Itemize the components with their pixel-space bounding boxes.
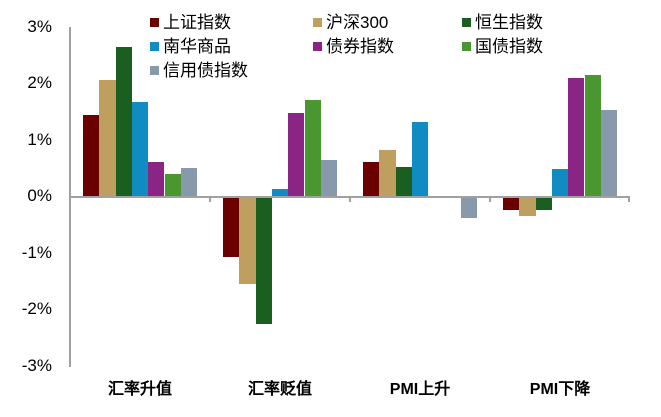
x-tick: [349, 196, 351, 202]
bar: [164, 173, 181, 197]
bar: [83, 115, 100, 197]
legend-item: 南华商品: [150, 37, 231, 57]
legend-swatch: [150, 42, 159, 51]
legend-swatch: [313, 42, 322, 51]
bar: [223, 197, 240, 257]
bar: [584, 74, 601, 197]
y-tick-label: -2%: [21, 299, 52, 318]
bar: [551, 169, 569, 197]
bar: [115, 47, 132, 197]
y-tick-label: 0%: [27, 186, 52, 205]
x-tick: [209, 196, 211, 202]
bar: [363, 161, 380, 197]
bar: [460, 197, 478, 219]
legend-item: 国债指数: [462, 37, 543, 57]
bar: [271, 188, 289, 197]
y-tick-label: 3%: [27, 17, 52, 36]
bar: [239, 197, 256, 284]
bar: [568, 78, 585, 197]
bar: [320, 159, 338, 197]
legend-item: 恒生指数: [462, 13, 543, 33]
category-label: 汇率升值: [107, 381, 172, 398]
category-label: PMI上升: [389, 381, 451, 398]
bar: [503, 197, 520, 210]
bar: [519, 197, 536, 216]
y-tick-label: 2%: [27, 73, 52, 92]
bar: [180, 168, 198, 197]
x-tick: [489, 196, 491, 202]
bar: [148, 161, 165, 197]
bar: [255, 197, 272, 324]
bar: [395, 167, 412, 197]
bar: [535, 197, 552, 210]
x-tick: [69, 196, 71, 202]
legend-swatch: [313, 18, 322, 27]
legend-item: 债券指数: [313, 37, 394, 57]
legend-item: 上证指数: [150, 13, 231, 33]
bar: [99, 80, 116, 197]
bar: [600, 109, 618, 197]
bar: [411, 121, 429, 197]
bar: [288, 112, 305, 197]
bar: [304, 99, 321, 197]
y-tick-label: -3%: [21, 356, 52, 375]
category-label: PMI下降: [529, 381, 591, 398]
legend-item: 沪深300: [313, 13, 388, 33]
y-tick-label: 1%: [27, 130, 52, 149]
legend-swatch: [462, 42, 471, 51]
legend-item: 信用债指数: [150, 61, 248, 81]
bar: [379, 150, 396, 197]
legend-swatch: [150, 66, 159, 75]
y-tick-label: -1%: [21, 243, 52, 262]
legend-swatch: [462, 18, 471, 27]
x-tick: [628, 196, 630, 202]
bar: [131, 102, 149, 197]
legend-swatch: [150, 18, 159, 27]
category-label: 汇率贬值: [247, 381, 312, 398]
